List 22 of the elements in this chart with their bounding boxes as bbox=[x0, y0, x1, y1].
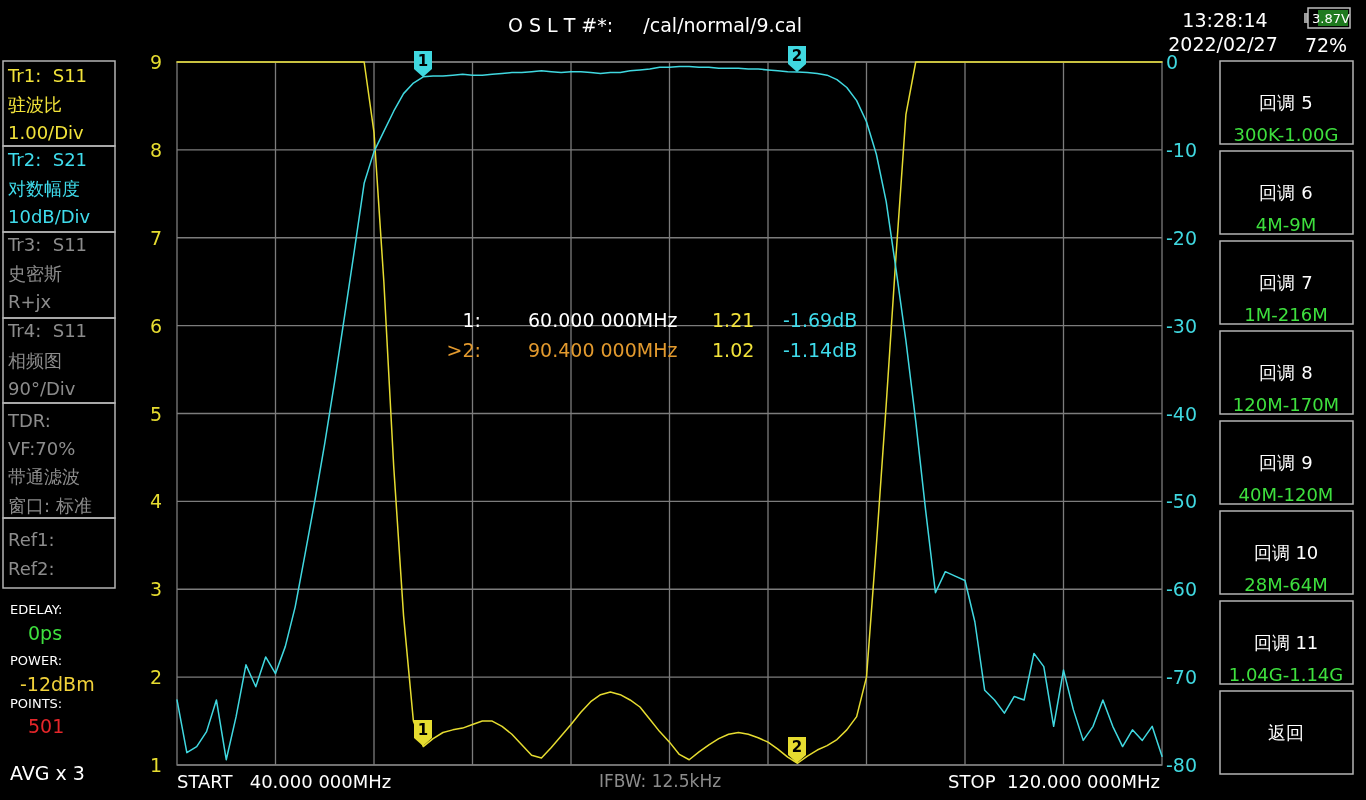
annotation: 1 bbox=[417, 721, 429, 739]
y-tick-label: 4 bbox=[149, 490, 163, 513]
y2-tick-label: -10 bbox=[1166, 138, 1198, 161]
y-tick-label: 8 bbox=[149, 138, 163, 161]
y-tick-label: 9 bbox=[149, 51, 163, 73]
annotation: 2 bbox=[791, 738, 803, 756]
y-tick-label: 2 bbox=[149, 666, 163, 689]
y-tick-label: 3 bbox=[149, 578, 163, 601]
title: O S L T #*: /cal/normal/9.cal bbox=[508, 14, 802, 36]
y2-tick-label: -20 bbox=[1166, 226, 1198, 249]
y-tick-label: 6 bbox=[149, 314, 163, 337]
y2-tick-label: -60 bbox=[1166, 578, 1198, 601]
y2-tick-label: -40 bbox=[1166, 402, 1198, 425]
y2-tick-label: -30 bbox=[1166, 314, 1198, 337]
y2-tick-label: -70 bbox=[1166, 666, 1198, 689]
y-tick-label: 1 bbox=[149, 754, 163, 776]
annotation: 1 bbox=[417, 52, 429, 70]
y2-tick-label: -80 bbox=[1166, 754, 1198, 776]
y-tick-label: 7 bbox=[149, 226, 163, 249]
annotation: 2 bbox=[791, 47, 803, 65]
y-tick-label: 5 bbox=[149, 402, 163, 425]
y2-tick-label: -50 bbox=[1166, 490, 1198, 513]
